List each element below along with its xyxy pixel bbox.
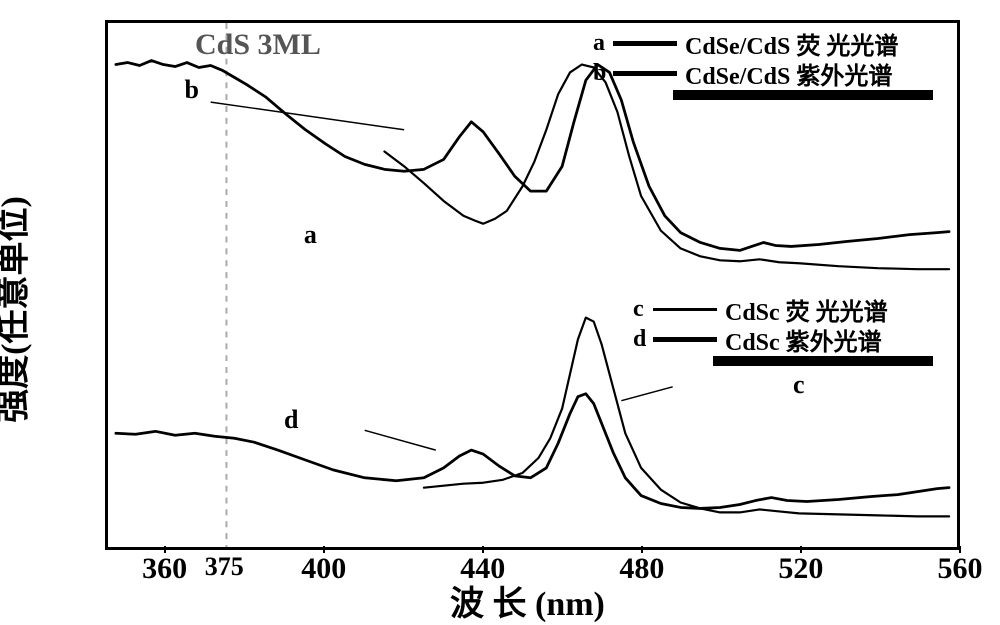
legend-row: b CdSe/CdS 紫外光谱 <box>593 58 933 88</box>
x-tick-label-special: 375 <box>205 552 244 582</box>
x-tick-label: 520 <box>778 552 823 586</box>
legend-swatch <box>653 337 717 342</box>
legend-bar <box>713 356 933 366</box>
legend-letter: b <box>593 60 607 87</box>
x-tick-label: 440 <box>460 552 505 586</box>
legend-row: d CdSc 紫外光谱 <box>633 324 933 354</box>
x-tick-label: 360 <box>142 552 187 586</box>
legend-text: CdSe/CdS 紫外光谱 <box>685 56 892 91</box>
chart-container: 强度(任意单位) 波 长 (nm) CdS 3ML a CdSe/CdS 荧 光… <box>0 0 1000 621</box>
legend-swatch <box>653 308 717 311</box>
leader-line-b <box>211 102 404 130</box>
curve-label-d: d <box>284 405 298 435</box>
legend-letter: c <box>633 296 647 323</box>
legend-bar <box>673 90 933 100</box>
leader-line-d <box>365 430 436 450</box>
leader-line-c <box>621 387 672 401</box>
x-tick-label: 400 <box>301 552 346 586</box>
legend-top: a CdSe/CdS 荧 光光谱 b CdSe/CdS 紫外光谱 <box>585 24 941 104</box>
legend-row: c CdSc 荧 光光谱 <box>633 294 933 324</box>
legend-swatch <box>613 41 677 46</box>
curve-d <box>116 394 949 509</box>
legend-letter: d <box>633 326 647 353</box>
chart-title: CdS 3ML <box>195 28 321 62</box>
x-tick-label: 560 <box>938 552 983 586</box>
legend-text: CdSc 紫外光谱 <box>725 322 882 357</box>
legend-bottom: c CdSc 荧 光光谱 d CdSc 紫外光谱 <box>625 290 941 370</box>
curve-label-c: c <box>793 370 805 400</box>
curve-label-a: a <box>304 220 317 250</box>
legend-letter: a <box>593 30 607 57</box>
y-axis-label: 强度(任意单位) <box>0 196 35 423</box>
legend-swatch <box>613 71 677 76</box>
legend-row: a CdSe/CdS 荧 光光谱 <box>593 28 933 58</box>
x-tick-label: 480 <box>619 552 664 586</box>
curve-label-b: b <box>185 75 199 105</box>
